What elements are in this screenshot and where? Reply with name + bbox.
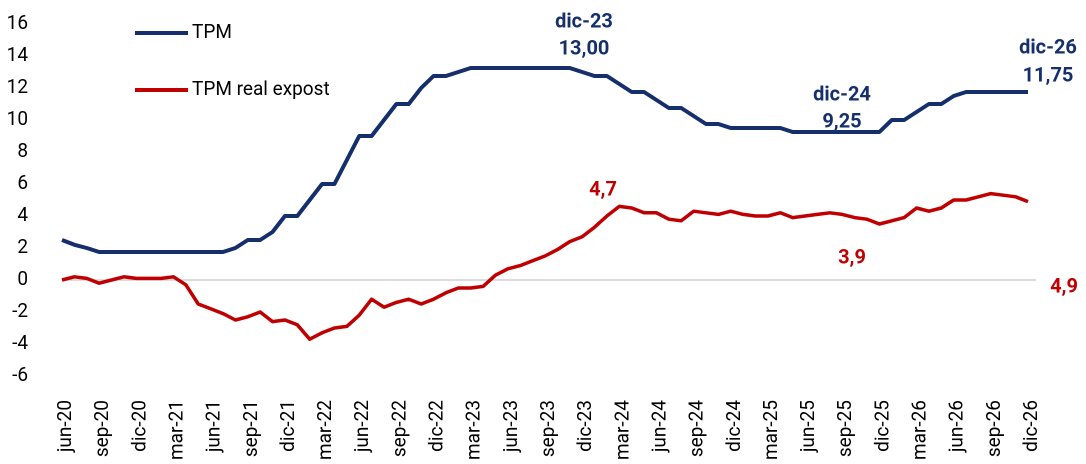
x-tick-label: sep-23 [536,400,559,457]
annotation: 13,00 [559,35,610,59]
y-tick-label: 6 [17,171,28,194]
legend-label: TPM real expost [192,77,330,100]
x-tick-label: mar-24 [610,400,633,460]
x-tick-label: jun-24 [647,400,670,453]
x-tick-label: sep-24 [685,400,708,457]
annotation: 11,75 [1023,62,1074,86]
x-tick-label: mar-22 [313,400,336,460]
y-tick-label: 4 [17,203,28,226]
x-tick-label: dic-23 [573,400,596,452]
y-tick-label: 12 [7,75,28,98]
annotation: 9,25 [822,108,861,132]
x-tick-label: dic-21 [276,400,299,452]
x-tick-label: mar-26 [908,400,931,460]
y-tick-label: 16 [7,11,28,34]
x-tick-label: jun-26 [945,400,968,453]
y-tick-label: -6 [12,363,28,386]
y-tick-label: -4 [12,331,28,354]
x-tick-label: sep-20 [90,400,113,457]
x-tick-label: sep-26 [982,400,1005,457]
x-tick-label: sep-22 [387,400,410,457]
x-tick-label: jun-22 [350,400,373,453]
annotation: 3,9 [838,244,866,268]
x-tick-label: mar-23 [462,400,485,460]
series-line [61,191,1029,341]
series-line [61,66,1028,254]
y-tick-label: 8 [17,139,28,162]
x-tick-label: dic-22 [425,400,448,452]
x-tick-label: mar-21 [164,400,187,460]
x-tick-label: jun-20 [53,400,76,453]
x-tick-label: sep-21 [239,400,262,457]
y-tick-label: 10 [7,107,28,130]
annotation: 4,9 [1050,273,1078,297]
x-tick-label: jun-25 [796,400,819,453]
x-tick-label: dic-20 [127,400,150,452]
y-tick-label: 0 [17,267,28,290]
y-tick-label: 14 [7,43,29,66]
x-tick-label: dic-26 [1019,400,1042,452]
x-tick-label: dic-25 [870,400,893,452]
x-tick-label: sep-25 [833,400,856,457]
annotation: dic-24 [813,81,871,105]
legend-label: TPM [192,20,232,43]
x-tick-label: jun-21 [202,400,225,453]
x-tick-label: dic-24 [722,400,745,452]
y-tick-label: 2 [17,235,28,258]
annotation: dic-26 [1019,34,1077,58]
x-tick-label: jun-23 [499,400,522,453]
y-tick-label: -2 [12,299,28,322]
annotation: dic-23 [555,8,613,32]
x-tick-label: mar-25 [759,400,782,460]
annotation: 4,7 [589,176,617,200]
